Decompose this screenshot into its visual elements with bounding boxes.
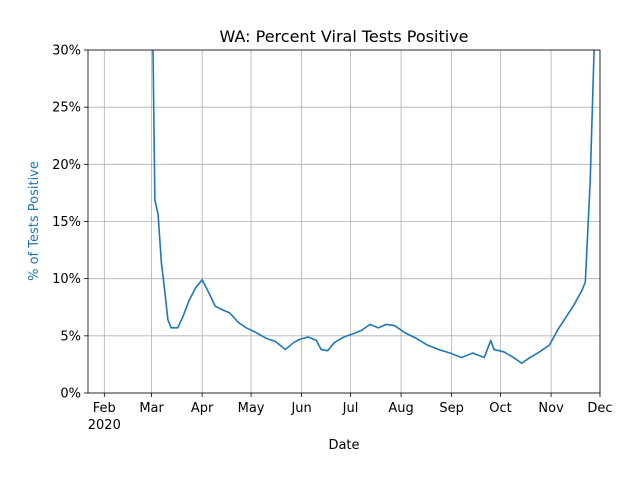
x-tick-label: Aug <box>388 401 413 416</box>
y-tick-label: 20% <box>52 158 81 173</box>
x-tick-label: Jul <box>342 401 359 416</box>
x-tick-label: Apr <box>191 401 214 416</box>
y-tick-label: 25% <box>52 101 81 116</box>
x-tick-label: May <box>238 401 265 416</box>
y-tick-label: 30% <box>52 44 81 59</box>
x-tick-year: 2020 <box>88 418 121 433</box>
plot-area <box>152 50 595 365</box>
chart-title: WA: Percent Viral Tests Positive <box>220 27 469 46</box>
x-tick-label: Feb <box>93 401 116 416</box>
y-axis-label: % of Tests Positive <box>27 161 42 281</box>
data-line <box>152 50 595 365</box>
y-tick-label: 10% <box>52 272 81 287</box>
grid <box>88 49 601 394</box>
x-axis-label: Date <box>328 438 359 453</box>
y-tick-label: 15% <box>52 215 81 230</box>
y-tick-label: 0% <box>60 387 81 402</box>
x-tick-label: Jun <box>290 401 311 416</box>
x-tick-label: Oct <box>489 401 511 416</box>
x-tick-label: Dec <box>587 401 612 416</box>
x-tick-label: Mar <box>139 401 164 416</box>
y-tick-label: 5% <box>60 329 81 344</box>
x-tick-label: Nov <box>538 401 564 416</box>
x-tick-label: Sep <box>439 401 464 416</box>
